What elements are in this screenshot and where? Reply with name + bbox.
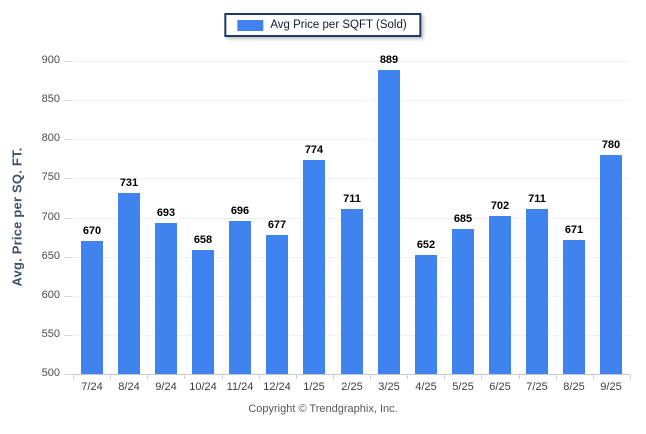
bar-value-label: 652 xyxy=(416,239,436,251)
bar-value-label: 693 xyxy=(156,207,176,219)
y-tick-mark xyxy=(64,257,72,258)
bar-value-label: 670 xyxy=(82,225,102,237)
x-tick-label: 8/24 xyxy=(118,381,140,393)
gridline xyxy=(73,100,630,101)
bar-value-label: 780 xyxy=(601,139,621,151)
y-tick-label: 700 xyxy=(41,211,60,223)
x-tick-label: 6/25 xyxy=(489,381,511,393)
y-tick-label: 500 xyxy=(41,367,60,379)
y-tick-mark xyxy=(64,178,72,179)
legend-swatch-icon xyxy=(237,19,264,31)
y-tick-mark xyxy=(64,139,72,140)
bar-7/25 xyxy=(526,209,548,374)
legend-label: Avg Price per SQFT (Sold) xyxy=(270,19,407,31)
bar-value-label: 696 xyxy=(230,205,250,217)
x-tick-mark xyxy=(556,375,557,379)
bar-7/24 xyxy=(81,241,103,374)
y-tick-label: 900 xyxy=(41,54,60,66)
y-tick-label: 800 xyxy=(41,132,60,144)
bar-value-label: 658 xyxy=(193,234,213,246)
x-tick-mark xyxy=(73,375,74,379)
x-tick-mark xyxy=(222,375,223,379)
gridline xyxy=(73,139,630,140)
x-tick-mark xyxy=(370,375,371,379)
x-tick-label: 9/25 xyxy=(600,381,622,393)
copyright-text: Copyright © Trendgraphix, Inc. xyxy=(248,403,398,415)
bar-value-label: 685 xyxy=(453,213,473,225)
y-tick-label: 550 xyxy=(41,328,60,340)
bar-value-label: 889 xyxy=(379,54,399,66)
y-tick-mark xyxy=(64,100,72,101)
bar-9/24 xyxy=(155,223,177,374)
x-tick-label: 11/24 xyxy=(226,381,254,393)
x-tick-label: 4/25 xyxy=(415,381,437,393)
x-tick-label: 2/25 xyxy=(341,381,363,393)
bar-value-label: 774 xyxy=(304,144,324,156)
y-tick-label: 600 xyxy=(41,289,60,301)
x-tick-mark xyxy=(407,375,408,379)
x-tick-mark xyxy=(333,375,334,379)
bar-value-label: 711 xyxy=(528,193,546,205)
x-tick-label: 12/24 xyxy=(263,381,291,393)
bar-8/25 xyxy=(563,240,585,374)
bar-5/25 xyxy=(452,229,474,374)
x-tick-label: 3/25 xyxy=(378,381,400,393)
bar-4/25 xyxy=(415,255,437,374)
y-tick-label: 650 xyxy=(41,250,60,262)
x-axis-line xyxy=(73,374,630,375)
gridline xyxy=(73,61,630,62)
y-tick-label: 750 xyxy=(41,171,60,183)
gridline xyxy=(73,178,630,179)
y-tick-mark xyxy=(64,218,72,219)
chart-legend: Avg Price per SQFT (Sold) xyxy=(224,13,422,37)
bar-6/25 xyxy=(489,216,511,374)
bar-8/24 xyxy=(118,193,140,374)
bar-2/25 xyxy=(341,209,363,374)
bar-1/25 xyxy=(303,160,325,374)
bar-10/24 xyxy=(192,250,214,374)
x-tick-mark xyxy=(184,375,185,379)
x-tick-mark xyxy=(444,375,445,379)
x-tick-label: 8/25 xyxy=(563,381,585,393)
x-tick-label: 7/25 xyxy=(526,381,548,393)
x-tick-label: 9/24 xyxy=(155,381,177,393)
y-tick-mark xyxy=(64,296,72,297)
y-tick-label: 850 xyxy=(41,93,60,105)
x-tick-mark xyxy=(519,375,520,379)
x-tick-mark xyxy=(259,375,260,379)
x-tick-mark xyxy=(630,375,631,379)
bar-11/24 xyxy=(229,221,251,374)
bar-value-label: 711 xyxy=(343,193,361,205)
y-tick-mark xyxy=(64,61,72,62)
bar-value-label: 702 xyxy=(490,200,510,212)
x-tick-mark xyxy=(481,375,482,379)
x-tick-label: 7/24 xyxy=(81,381,103,393)
x-tick-label: 5/25 xyxy=(452,381,474,393)
x-tick-label: 1/25 xyxy=(303,381,325,393)
y-tick-mark xyxy=(64,374,72,375)
y-tick-mark xyxy=(64,335,72,336)
bar-value-label: 671 xyxy=(564,224,584,236)
bar-12/24 xyxy=(266,235,288,374)
x-tick-mark xyxy=(296,375,297,379)
bar-value-label: 677 xyxy=(267,219,287,231)
y-axis-title: Avg. Price per SQ. FT. xyxy=(9,147,25,287)
bar-9/25 xyxy=(600,155,622,374)
x-tick-mark xyxy=(110,375,111,379)
x-tick-label: 10/24 xyxy=(189,381,217,393)
bar-value-label: 731 xyxy=(119,177,139,189)
x-tick-mark xyxy=(593,375,594,379)
bar-3/25 xyxy=(378,70,400,374)
x-tick-mark xyxy=(147,375,148,379)
